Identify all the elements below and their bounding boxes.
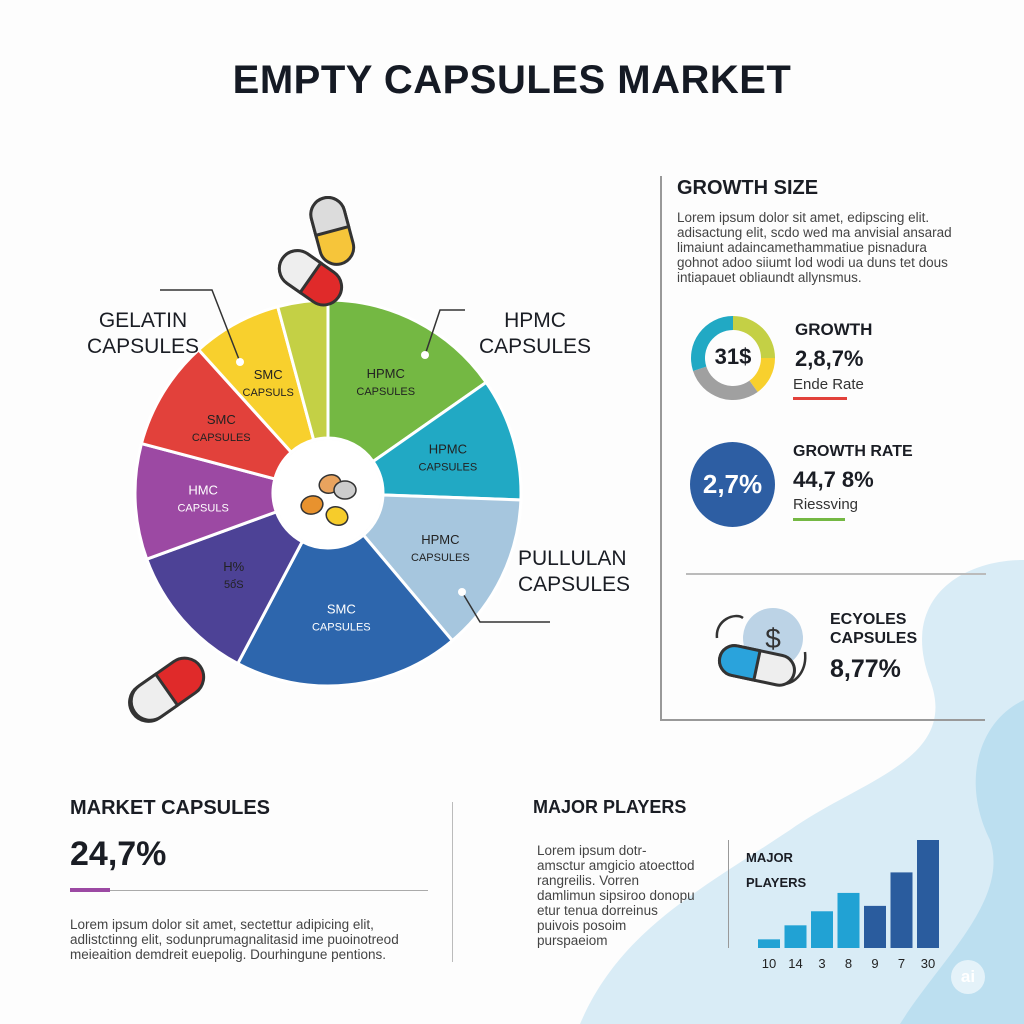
pie-slice-label: HPMC CAPSULES [419, 442, 478, 474]
bar-tick-label: 14 [788, 956, 802, 971]
ecycles-label-2: CAPSULES [830, 630, 918, 647]
donut-segment [733, 316, 775, 358]
pie-slice [326, 298, 489, 464]
growth-size-heading: GROWTH SIZE [677, 177, 819, 199]
ecycles-label: ECYOLES CAPSULES [830, 610, 917, 648]
bar [758, 939, 780, 948]
growth-rate-underline [793, 518, 845, 521]
callout-dot [421, 351, 429, 359]
players-chart-divider [728, 840, 729, 948]
donut-segment [693, 366, 758, 400]
pie-slice-label: H% 5ổS [223, 559, 244, 591]
major-players-bar-chart: 10 14 3 8 9 7 30 [758, 840, 939, 971]
section-divider [452, 802, 453, 962]
callout-line [160, 289, 241, 363]
bar-tick-label: 30 [921, 956, 935, 971]
callout-line [461, 591, 550, 623]
market-heading: MARKET CAPSULES [70, 797, 271, 819]
bar-tick-label: 3 [818, 956, 825, 971]
pie-slice-label: SMC CAPSULES [192, 412, 251, 444]
market-accent-bar [70, 888, 110, 892]
pie-slice [370, 380, 523, 502]
bar-tick-label: 7 [898, 956, 905, 971]
ecycles-box-top-border [686, 573, 986, 575]
callout-gelatin: GELATIN CAPSULES [86, 309, 200, 358]
growth-rate-sub: Riessving [793, 496, 859, 513]
pie-slice [361, 493, 523, 643]
bar [917, 840, 939, 948]
market-value: 24,7% [70, 835, 167, 873]
donut-value: 31$ [714, 344, 752, 369]
ai-badge-text: ai [960, 967, 976, 986]
bar [864, 905, 886, 948]
growth-sub: Ende Rate [793, 376, 864, 393]
ecycles-label-1: ECYOLES [830, 611, 907, 628]
bar [837, 892, 860, 948]
market-text: Lorem ipsum dolor sit amet, sectettur ad… [70, 917, 399, 962]
callout-hpmc: HPMC CAPSULES [478, 309, 592, 358]
page-title: EMPTY CAPSULES MARKET [232, 58, 792, 102]
pie-slice-label: HPMC CAPSULES [356, 366, 415, 398]
pie-slice-label: SMC CAPSULS [243, 367, 294, 399]
market-divider [70, 890, 428, 891]
ai-badge: ai [951, 960, 985, 994]
pie-slice [144, 509, 305, 666]
callout-line [424, 309, 465, 356]
callout-pullulan: PULLULAN CAPSULES [518, 547, 631, 596]
bar-tick-label: 9 [871, 956, 878, 971]
ecycles-value: 8,77% [830, 655, 901, 683]
growth-underline [793, 397, 847, 400]
dollar-capsule-icon: $ [715, 608, 807, 687]
growth-rate-circle: 2,7% [690, 442, 775, 527]
donut-segment [749, 358, 775, 392]
callout-dot [236, 358, 244, 366]
pie-slice [275, 298, 330, 442]
bar-tick-label: 8 [845, 956, 852, 971]
players-chart-title: MAJOR PLAYERS [746, 845, 806, 895]
bar-tick-label: 10 [762, 956, 776, 971]
capsule-type-pie-chart: HPMC CAPSULES HPMC CAPSULES HPMC CAPSULES SMC C… [133, 289, 550, 688]
players-heading: MAJOR PLAYERS [533, 797, 687, 817]
growth-rate-value: 44,7 8% [793, 467, 874, 492]
donut-segment [691, 316, 733, 371]
growth-panel-divider [660, 176, 662, 721]
pill-icon [300, 495, 324, 515]
growth-label: GROWTH [795, 320, 873, 339]
bar [784, 925, 807, 948]
growth-value: 2,8,7% [795, 346, 864, 371]
growth-donut-chart [691, 316, 775, 400]
growth-rate-circle-value: 2,7% [702, 469, 763, 499]
growth-size-text: Lorem ipsum dolor sit amet, edipscing el… [677, 210, 952, 285]
capsule-icon [277, 196, 356, 307]
pie-slice-label: HPMC CAPSULES [411, 532, 470, 564]
growth-panel-bottom-border [660, 719, 985, 721]
capsule-icon [128, 656, 206, 723]
pie-slice-label: SMC CAPSULES [312, 601, 371, 633]
bar [890, 872, 913, 948]
players-text: Lorem ipsum dotr- amsctur amgicio atoect… [537, 843, 695, 948]
pie-slice-label: HMC CAPSULS [177, 483, 228, 515]
players-chart-title-1: MAJOR [746, 850, 793, 865]
callout-dot [458, 588, 466, 596]
pill-icon [325, 505, 349, 527]
bar [811, 911, 833, 948]
growth-rate-label: GROWTH RATE [793, 443, 913, 460]
pie-slice [235, 532, 455, 688]
players-chart-title-2: PLAYERS [746, 875, 807, 890]
pill-icon [333, 480, 357, 500]
pie-slice [133, 441, 279, 562]
svg-text:$: $ [765, 623, 781, 654]
